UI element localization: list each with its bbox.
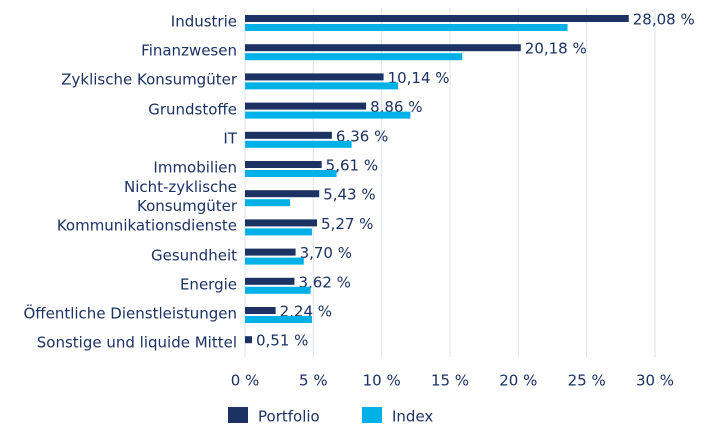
data-label: 3,62 %	[298, 273, 350, 291]
category-label: IT	[223, 129, 237, 148]
category-label: Kommunikationsdienste	[56, 216, 237, 235]
x-tick-label: 30 %	[636, 372, 674, 390]
bar	[245, 44, 521, 52]
bar	[245, 82, 399, 90]
bar	[245, 190, 320, 198]
bar	[245, 161, 322, 168]
x-tick-label: 0 %	[231, 372, 260, 390]
bar	[245, 102, 367, 110]
category-label: Energie	[179, 275, 237, 294]
category-label: Öffentliche Dienstleistungen	[23, 304, 237, 323]
category-label: Industrie	[170, 12, 237, 31]
category-label: Finanzwesen	[141, 41, 237, 60]
bar	[245, 131, 332, 139]
data-label: 10,14 %	[388, 69, 450, 87]
x-tick-label: 15 %	[431, 372, 469, 390]
bar	[245, 228, 312, 236]
bar	[245, 286, 311, 294]
category-label: Grundstoffe	[148, 100, 237, 119]
category-label: Immobilien	[153, 158, 237, 177]
x-tick-label: 10 %	[363, 372, 401, 390]
legend-label: Portfolio	[258, 408, 320, 426]
category-label: Sonstige und liquide Mittel	[36, 333, 237, 352]
bar	[245, 248, 296, 256]
data-label: 5,27 %	[321, 215, 373, 233]
legend-swatch	[228, 407, 248, 423]
category-label: Nicht-zyklische Konsumgüter	[123, 178, 237, 216]
bar	[245, 199, 291, 207]
bar	[245, 316, 312, 323]
data-label: 3,70 %	[300, 244, 352, 262]
bar	[245, 170, 337, 177]
x-tick-label: 25 %	[568, 372, 606, 390]
bar	[245, 15, 629, 22]
data-label: 5,61 %	[326, 157, 378, 175]
data-label: 20,18 %	[525, 40, 587, 58]
bar	[245, 277, 295, 285]
data-label: 28,08 %	[633, 11, 695, 29]
legend-label: Index	[392, 408, 433, 426]
category-label: Zyklische Konsumgüter	[61, 70, 237, 89]
bar	[245, 53, 463, 61]
data-label: 0,51 %	[256, 332, 308, 350]
category-label: Gesundheit	[151, 246, 237, 265]
bar	[245, 73, 384, 81]
data-label: 5,43 %	[323, 186, 375, 204]
bar	[245, 257, 304, 265]
bar	[245, 24, 568, 31]
bar	[245, 336, 252, 344]
bar	[245, 140, 352, 148]
bar	[245, 111, 411, 119]
legend-swatch	[362, 407, 382, 423]
bar	[245, 307, 276, 314]
bar	[245, 219, 318, 227]
x-tick-label: 20 %	[499, 372, 537, 390]
x-tick-label: 5 %	[299, 372, 328, 390]
